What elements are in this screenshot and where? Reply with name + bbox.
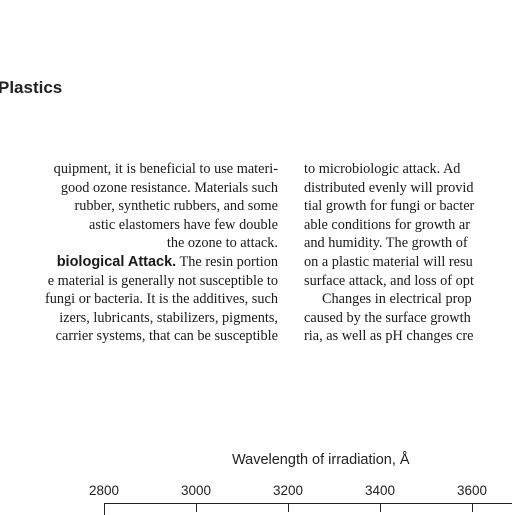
right_column-line: distributed evenly will provid — [304, 179, 474, 198]
x-tick-label: 3200 — [272, 483, 304, 498]
right_column-line: to microbiologic attack. Ad — [304, 160, 474, 179]
left_column-line: rubber, synthetic rubbers, and some — [45, 197, 278, 216]
right_column-line: ria, as well as pH changes cre — [304, 327, 474, 346]
left_column-line: e material is generally not susceptible … — [45, 272, 278, 291]
line-text: rubber, synthetic rubbers, and some — [74, 198, 278, 215]
line-text: Changes in electrical prop — [322, 291, 472, 308]
left_column-line: carrier systems, that can be susceptible — [45, 327, 278, 346]
right_column-line: surface attack, and loss of opt — [304, 272, 474, 291]
line-text: good ozone resistance. Materials such — [60, 179, 278, 196]
line-text: caused by the surface growth — [304, 309, 471, 326]
line-text: quipment, it is beneficial to use materi… — [53, 161, 278, 177]
line-text: surface attack, and loss of opt — [304, 272, 474, 289]
line-text: The resin portion — [176, 253, 278, 270]
line-text: fungi or bacteria. It is the additives, … — [44, 291, 278, 308]
x-tick-mark — [380, 503, 381, 512]
right_column-line: caused by the surface growth — [304, 309, 474, 328]
line-text: on a plastic material will resu — [304, 253, 473, 270]
left_column-line: astic elastomers have few double — [45, 216, 278, 235]
line-text: izers, lubricants, stabilizers, pigments… — [59, 309, 278, 326]
line-text: astic elastomers have few double — [89, 216, 278, 233]
line-text: able conditions for growth ar — [304, 216, 470, 233]
x-tick-label: 3000 — [180, 483, 212, 498]
section-title: Plastics — [0, 78, 63, 97]
x-tick-mark — [472, 503, 473, 512]
x-tick-mark — [288, 503, 289, 512]
figure-frame-left — [104, 503, 105, 515]
left_column-line: the ozone to attack. — [45, 234, 278, 253]
line-text: distributed evenly will provid — [304, 179, 474, 196]
left-text-column: quipment, it is beneficial to use materi… — [45, 160, 278, 346]
left_column-line: quipment, it is beneficial to use materi… — [45, 160, 278, 179]
left_column-line: fungi or bacteria. It is the additives, … — [45, 290, 278, 309]
run-in-heading: biological Attack. — [56, 253, 177, 270]
x-tick-label: 2800 — [88, 483, 120, 498]
line-text: e material is generally not susceptible … — [47, 272, 278, 289]
x-tick-label: 3600 — [456, 483, 488, 498]
figure-x-axis-title: Wavelength of irradiation, Å — [232, 452, 410, 468]
right-text-column: to microbiologic attack. Ad distributed e… — [304, 160, 474, 346]
x-tick-label: 3400 — [364, 483, 396, 498]
right_column-line: tial growth for fungi or bacter — [304, 197, 474, 216]
right_column-line: able conditions for growth ar — [304, 216, 474, 235]
line-text: and humidity. The growth of — [304, 235, 468, 252]
figure-frame-top — [104, 503, 512, 504]
left_column-line: izers, lubricants, stabilizers, pigments… — [45, 309, 278, 328]
line-text: tial growth for fungi or bacter — [304, 198, 475, 215]
right_column-line: Changes in electrical prop — [304, 290, 474, 309]
line-text: to microbiologic attack. Ad — [304, 161, 461, 177]
line-text: the ozone to attack. — [166, 235, 278, 252]
right_column-line: and humidity. The growth of — [304, 234, 474, 253]
left_column-line: biological Attack. The resin portion — [45, 253, 278, 272]
line-text: ria, as well as pH changes cre — [304, 328, 474, 345]
left_column-line: good ozone resistance. Materials such — [45, 179, 278, 198]
right_column-line: on a plastic material will resu — [304, 253, 474, 272]
x-tick-mark — [196, 503, 197, 512]
line-text: carrier systems, that can be susceptible — [55, 328, 278, 345]
